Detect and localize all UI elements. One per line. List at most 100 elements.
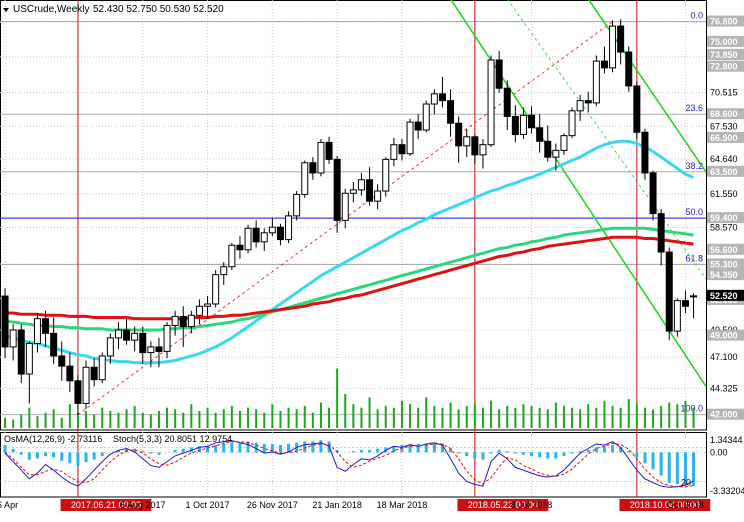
price-level-badge xyxy=(707,269,744,281)
candle xyxy=(430,89,438,115)
candle xyxy=(285,211,293,243)
oscillator: OsMA(12,26,9) -2.73116 Stoch(5,3,3) 20.80… xyxy=(0,434,744,496)
price-level-badge xyxy=(707,108,744,120)
candle xyxy=(544,125,552,162)
x-tick-label: 16 Apr xyxy=(0,500,18,510)
candle-body xyxy=(649,172,657,215)
candle-body xyxy=(382,158,390,192)
candle xyxy=(179,306,187,347)
stoch-header-label: Stoch(5,3,3) 20.8051 12.9754 xyxy=(113,434,232,444)
candle-body xyxy=(187,314,195,328)
candle xyxy=(228,242,236,271)
fib-label-100.0: 100.0 xyxy=(680,404,703,414)
candle xyxy=(333,155,341,233)
candle xyxy=(495,50,503,93)
candle xyxy=(155,337,163,368)
stoch-signal-line xyxy=(4,441,694,488)
price-level-badge xyxy=(707,15,744,27)
candle-body xyxy=(479,144,487,156)
candle-body xyxy=(503,87,511,117)
y-tick-label: 47.100 xyxy=(710,352,738,362)
moving-average-red xyxy=(5,235,694,321)
candle-body xyxy=(657,213,665,253)
candle-body xyxy=(260,232,268,243)
candle-body xyxy=(244,227,252,251)
candle xyxy=(187,310,195,334)
candle-body xyxy=(309,162,317,174)
y-tick-label: 61.550 xyxy=(710,189,738,199)
candle-body xyxy=(50,332,58,357)
candle-body xyxy=(511,115,519,136)
candle-body xyxy=(438,93,446,102)
price-level-label: 72.800 xyxy=(710,62,738,72)
price-level-label: 68.600 xyxy=(710,109,738,119)
candle xyxy=(268,218,276,237)
candle-body xyxy=(90,366,98,381)
ohlc-label: 52.430 52.750 50.530 52.520 xyxy=(93,4,224,15)
fib-label-38.2: 38.2 xyxy=(685,161,703,171)
candle xyxy=(398,139,406,161)
fib-label-61.8: 61.8 xyxy=(685,253,703,263)
candle-body xyxy=(325,141,333,160)
price-level-badge xyxy=(707,408,744,420)
candle xyxy=(649,170,657,221)
moving-average-cyan xyxy=(4,139,695,365)
candle-body xyxy=(406,121,414,155)
candle xyxy=(463,128,471,158)
price-level-label: 76.800 xyxy=(710,17,738,27)
candle xyxy=(487,55,495,147)
candle-body xyxy=(495,59,503,89)
oscillator-panel-frame xyxy=(0,432,707,498)
candle-body xyxy=(455,122,463,147)
fib-label-50.0: 50.0 xyxy=(685,207,703,217)
candle-body xyxy=(195,305,203,316)
price-level-label: 49.000 xyxy=(710,331,738,341)
candle-body xyxy=(366,179,374,202)
candle-body xyxy=(171,315,179,326)
candle xyxy=(349,181,357,203)
stoch-main-line xyxy=(4,440,694,488)
candle xyxy=(317,139,325,177)
candle-body xyxy=(398,144,406,155)
candle-body xyxy=(414,121,422,131)
main-panel-frame xyxy=(0,0,707,431)
candle xyxy=(293,191,301,221)
y-tick-label: 64.640 xyxy=(710,154,738,164)
candle xyxy=(414,114,422,140)
candle-body xyxy=(374,190,382,202)
y-tick-label: 58.570 xyxy=(710,223,738,233)
candle xyxy=(74,375,82,415)
candle xyxy=(98,352,106,384)
candle-body xyxy=(568,110,576,137)
candle xyxy=(123,318,131,345)
x-tick-label: 26 Nov 2017 xyxy=(247,500,298,510)
candle-body xyxy=(155,346,163,352)
osma-zero-label: 0.00 xyxy=(710,447,728,457)
candle-body xyxy=(114,329,122,339)
price-level-label: 75.000 xyxy=(710,37,738,47)
x-highlight-badge xyxy=(60,499,152,511)
candle-body xyxy=(276,226,284,241)
candle-body xyxy=(349,189,357,194)
candle-body xyxy=(487,59,495,146)
candle xyxy=(341,188,349,229)
candle-body xyxy=(268,226,276,234)
candle xyxy=(641,128,649,180)
price-level-label: 42.000 xyxy=(710,410,738,420)
candle-body xyxy=(285,215,293,241)
candle-body xyxy=(576,100,584,112)
candle xyxy=(357,172,365,196)
current-price-badge xyxy=(707,289,744,301)
price-level-badge xyxy=(707,243,744,255)
candle-body xyxy=(544,140,552,158)
volume-bars xyxy=(4,368,695,428)
candle-body xyxy=(131,332,139,341)
candle xyxy=(560,133,568,155)
candle xyxy=(171,310,179,336)
x-tick-label: 8 Jul 2018 xyxy=(511,500,553,510)
candle-body xyxy=(9,329,17,348)
candle xyxy=(511,105,519,143)
candle xyxy=(406,118,414,156)
